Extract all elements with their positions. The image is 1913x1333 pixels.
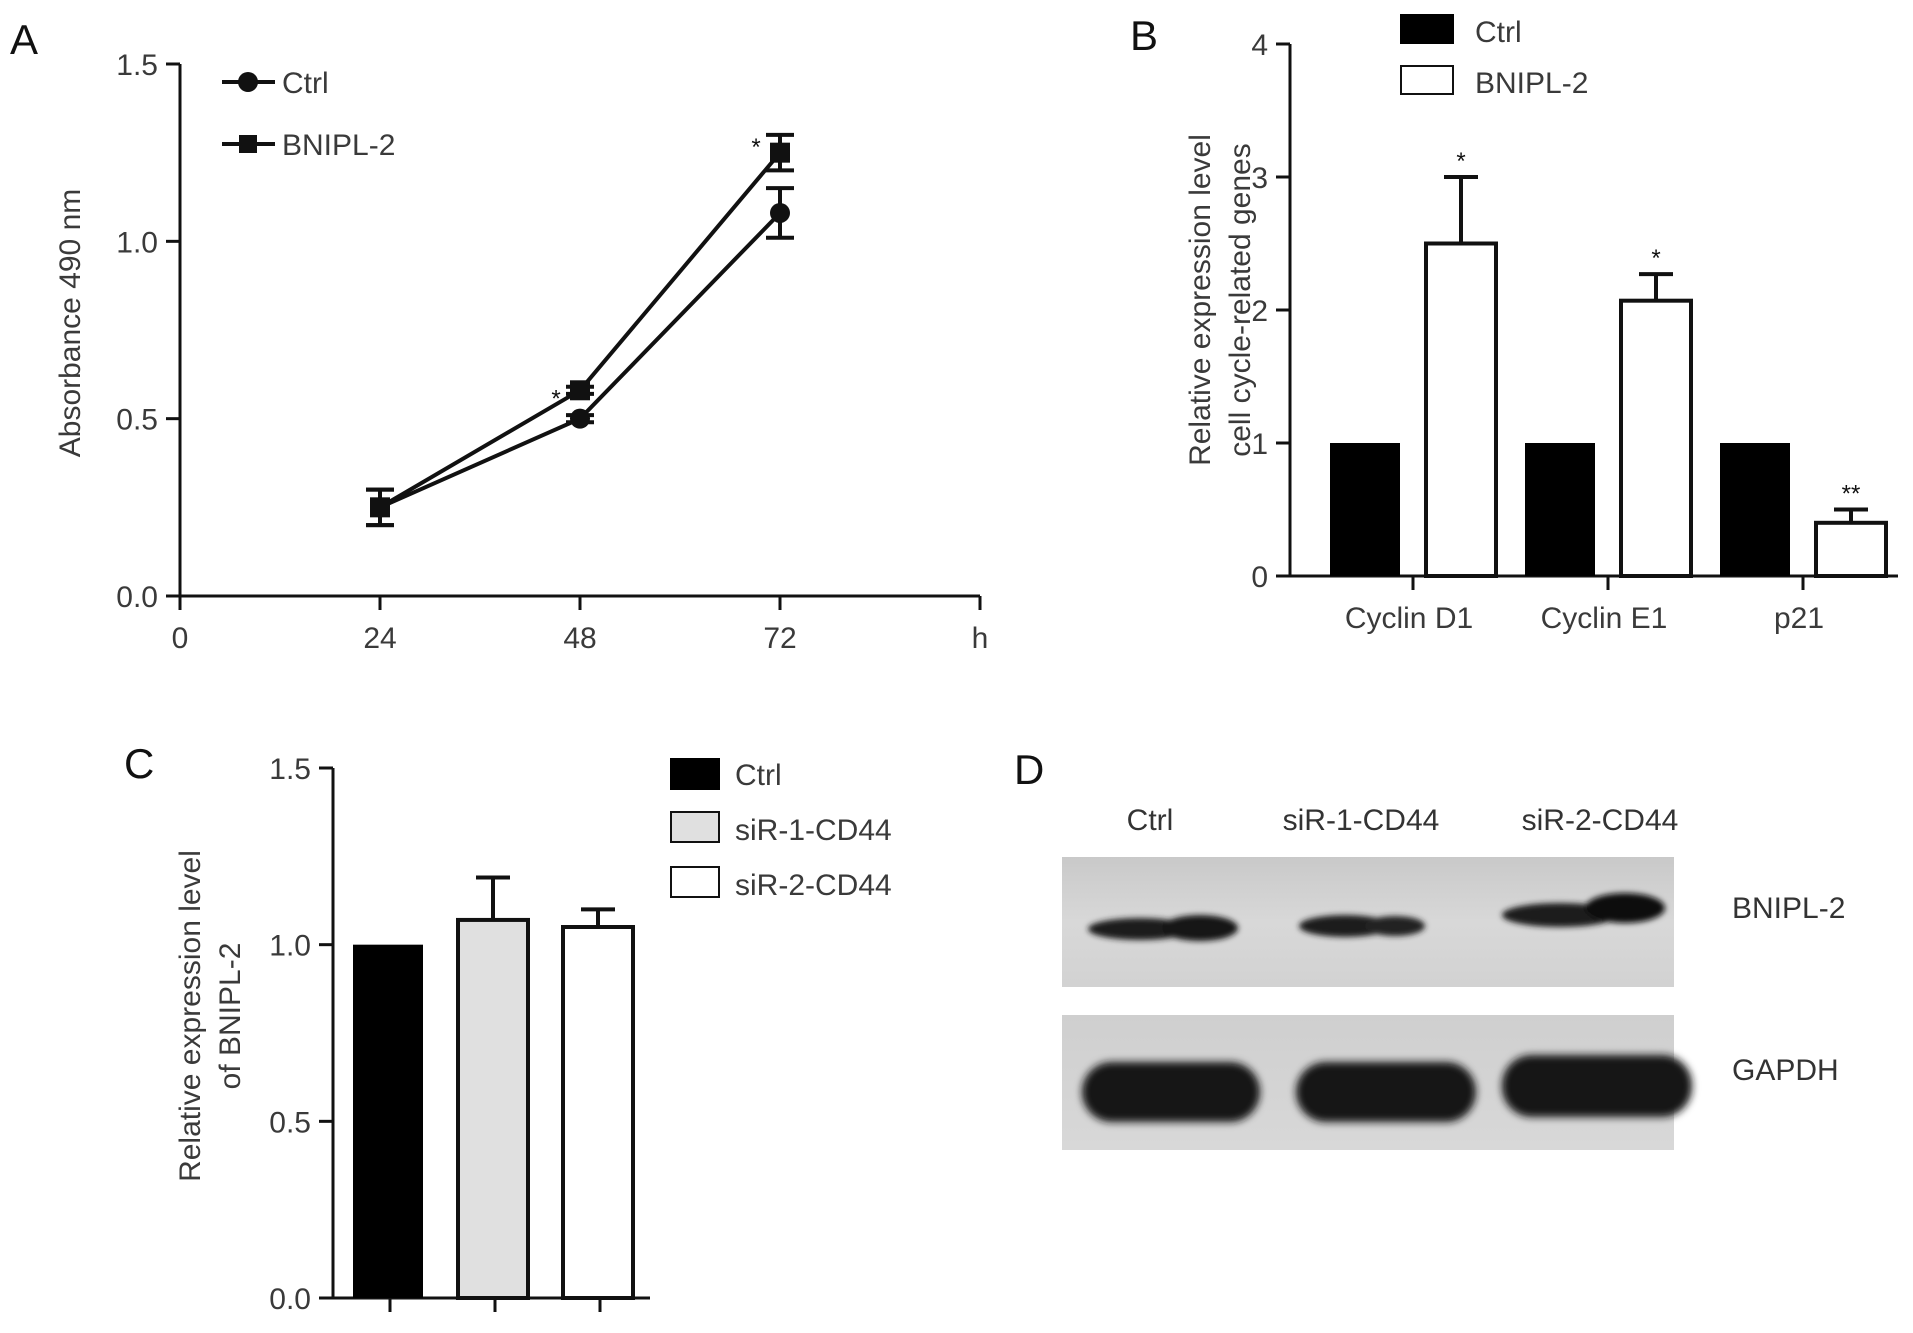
panel-a-axes [166,62,982,610]
panel-a-y-tick-label: 0.0 [116,581,158,614]
legend-label-ctrl: Ctrl [282,67,329,100]
legend-label-bnipl2: BNIPL-2 [282,129,395,162]
blot-lane-label-ctrl: Ctrl [1127,804,1174,837]
panel-b-bars: **** [1330,148,1888,578]
panel-a-significance-star: * [751,134,760,161]
legend-swatch-bnipl2 [1400,65,1454,95]
panel-a-x-tick-label: 24 [363,622,396,655]
panel-c-bar-ctrl [353,944,423,1298]
legend-label-bnipl2: BNIPL-2 [1475,67,1588,100]
panel-b-bar-bnipl2 [1424,241,1498,578]
panel-a-y-axis-title: Absorbance 490 nm [54,189,87,458]
panel-b-bar-bnipl2 [1619,298,1693,578]
panel-c-y-tick-label: 1.5 [269,753,311,786]
panel-c-y-tick-label: 0.5 [269,1106,311,1139]
panel-c-bar-sir2 [561,925,635,1300]
legend-label-sir2: siR-2-CD44 [735,869,892,902]
panel-b-x-tick-label: Cyclin D1 [1345,602,1473,635]
panel-c-y-axis-title-line2: of BNIPL-2 [214,943,247,1090]
legend-marker-bnipl2 [239,135,257,153]
panel-c-tick-labels: 0.0 0.5 1.0 1.5 [269,753,311,1316]
panel-a-x-tick-label: 48 [563,622,596,655]
panel-b-y-axis-title-line2: cell cycle-related genes [1224,143,1257,457]
legend-label-sir1: siR-1-CD44 [735,814,892,847]
legend-swatch-sir2 [670,866,720,898]
panel-a-y-tick-label: 1.5 [116,49,158,82]
legend-swatch-sir1 [670,811,720,843]
panel-a-point-bnipl2 [570,380,590,401]
panel-c-label: C [124,740,154,787]
panel-c-y-tick-label: 1.0 [269,930,311,963]
panel-a-series [366,132,794,528]
blot-row-label-gapdh: GAPDH [1732,1054,1839,1087]
blot-bands-bnipl2 [1088,893,1665,941]
panel-b-bar-bnipl2 [1814,520,1888,578]
panel-b-y-tick-label: 2 [1251,295,1268,328]
panel-a-point-bnipl2 [370,497,390,518]
panel-a-significance: ** [551,134,760,413]
panel-a-tick-labels: 0.0 0.5 1.0 1.5 0 24 48 72 h [116,49,988,655]
blot-lane-label-sir1: siR-1-CD44 [1283,804,1440,837]
panel-b-y-tick-label: 0 [1251,561,1268,594]
blot-row-label-bnipl2: BNIPL-2 [1732,892,1845,925]
panel-b-tick-labels: 0 1 2 3 4 Cyclin D1 Cyclin E1 p21 [1251,29,1824,635]
panel-b-bar-ctrl [1330,443,1400,576]
panel-b-significance-star: ** [1842,481,1861,508]
panel-b-x-tick-label: p21 [1774,602,1824,635]
legend-swatch-ctrl [670,758,720,790]
panel-a-y-tick-label: 1.0 [116,226,158,259]
panel-c-bar-chart: 0.0 0.5 1.0 1.5 Relative expression level o… [174,753,892,1316]
panel-b-y-tick-label: 4 [1251,29,1268,62]
panel-a-x-tick-label: 0 [172,622,189,655]
panel-b-y-axis-title-line1: Relative expression level [1184,134,1217,466]
blot-strip-gapdh [1062,1015,1692,1150]
legend-marker-ctrl [238,72,258,92]
panel-a-line-bnipl2 [378,151,782,510]
panel-b-label: B [1130,12,1158,59]
legend-swatch-ctrl [1400,14,1454,44]
panel-c-bar-sir1 [456,917,530,1301]
panel-b-bar-chart: 0 1 2 3 4 Cyclin D1 Cyclin E1 p21 Relative expr… [1184,14,1898,635]
panel-a-legend: Ctrl BNIPL-2 [222,67,395,162]
panel-b-y-tick-label: 3 [1251,162,1268,195]
blot-strip-bnipl2 [1062,857,1674,987]
panel-b-significance-star: * [1456,148,1465,175]
panel-b-bar-ctrl [1720,443,1790,576]
blot-lane-label-sir2: siR-2-CD44 [1522,804,1679,837]
panel-b-x-tick-label: Cyclin E1 [1541,602,1668,635]
panel-a-point-bnipl2 [770,142,790,163]
panel-a-x-tick-label: 72 [763,622,796,655]
blot-bands-gapdh [1082,1055,1692,1122]
panel-a-significance-star: * [551,386,560,413]
panel-c-bars [353,875,635,1301]
panel-a-line-ctrl [379,211,782,510]
panel-a-point-ctrl [570,408,590,429]
panel-d-western-blot: Ctrl siR-1-CD44 siR-2-CD44 BNIPL-2 GAPDH [1062,804,1845,1150]
panel-c-y-tick-label: 0.0 [269,1283,311,1316]
panel-a-y-tick-label: 0.5 [116,404,158,437]
panel-a-point-ctrl [770,202,790,223]
panel-b-legend: Ctrl BNIPL-2 [1400,14,1588,100]
panel-a-label: A [10,16,38,63]
panel-c-y-axis-title-line1: Relative expression level [174,850,207,1182]
panel-b-y-tick-label: 1 [1251,428,1268,461]
legend-label-ctrl: Ctrl [1475,16,1522,49]
legend-label-ctrl: Ctrl [735,759,782,792]
panel-b-significance-star: * [1651,245,1660,272]
panel-c-legend: Ctrl siR-1-CD44 siR-2-CD44 [670,758,892,902]
panel-a-line-chart: 0.0 0.5 1.0 1.5 0 24 48 72 h Absorbance 490 nm *… [54,49,988,655]
panel-b-bar-ctrl [1525,443,1595,576]
panel-a-x-tick-label: h [972,622,989,655]
panel-d-label: D [1014,746,1044,793]
